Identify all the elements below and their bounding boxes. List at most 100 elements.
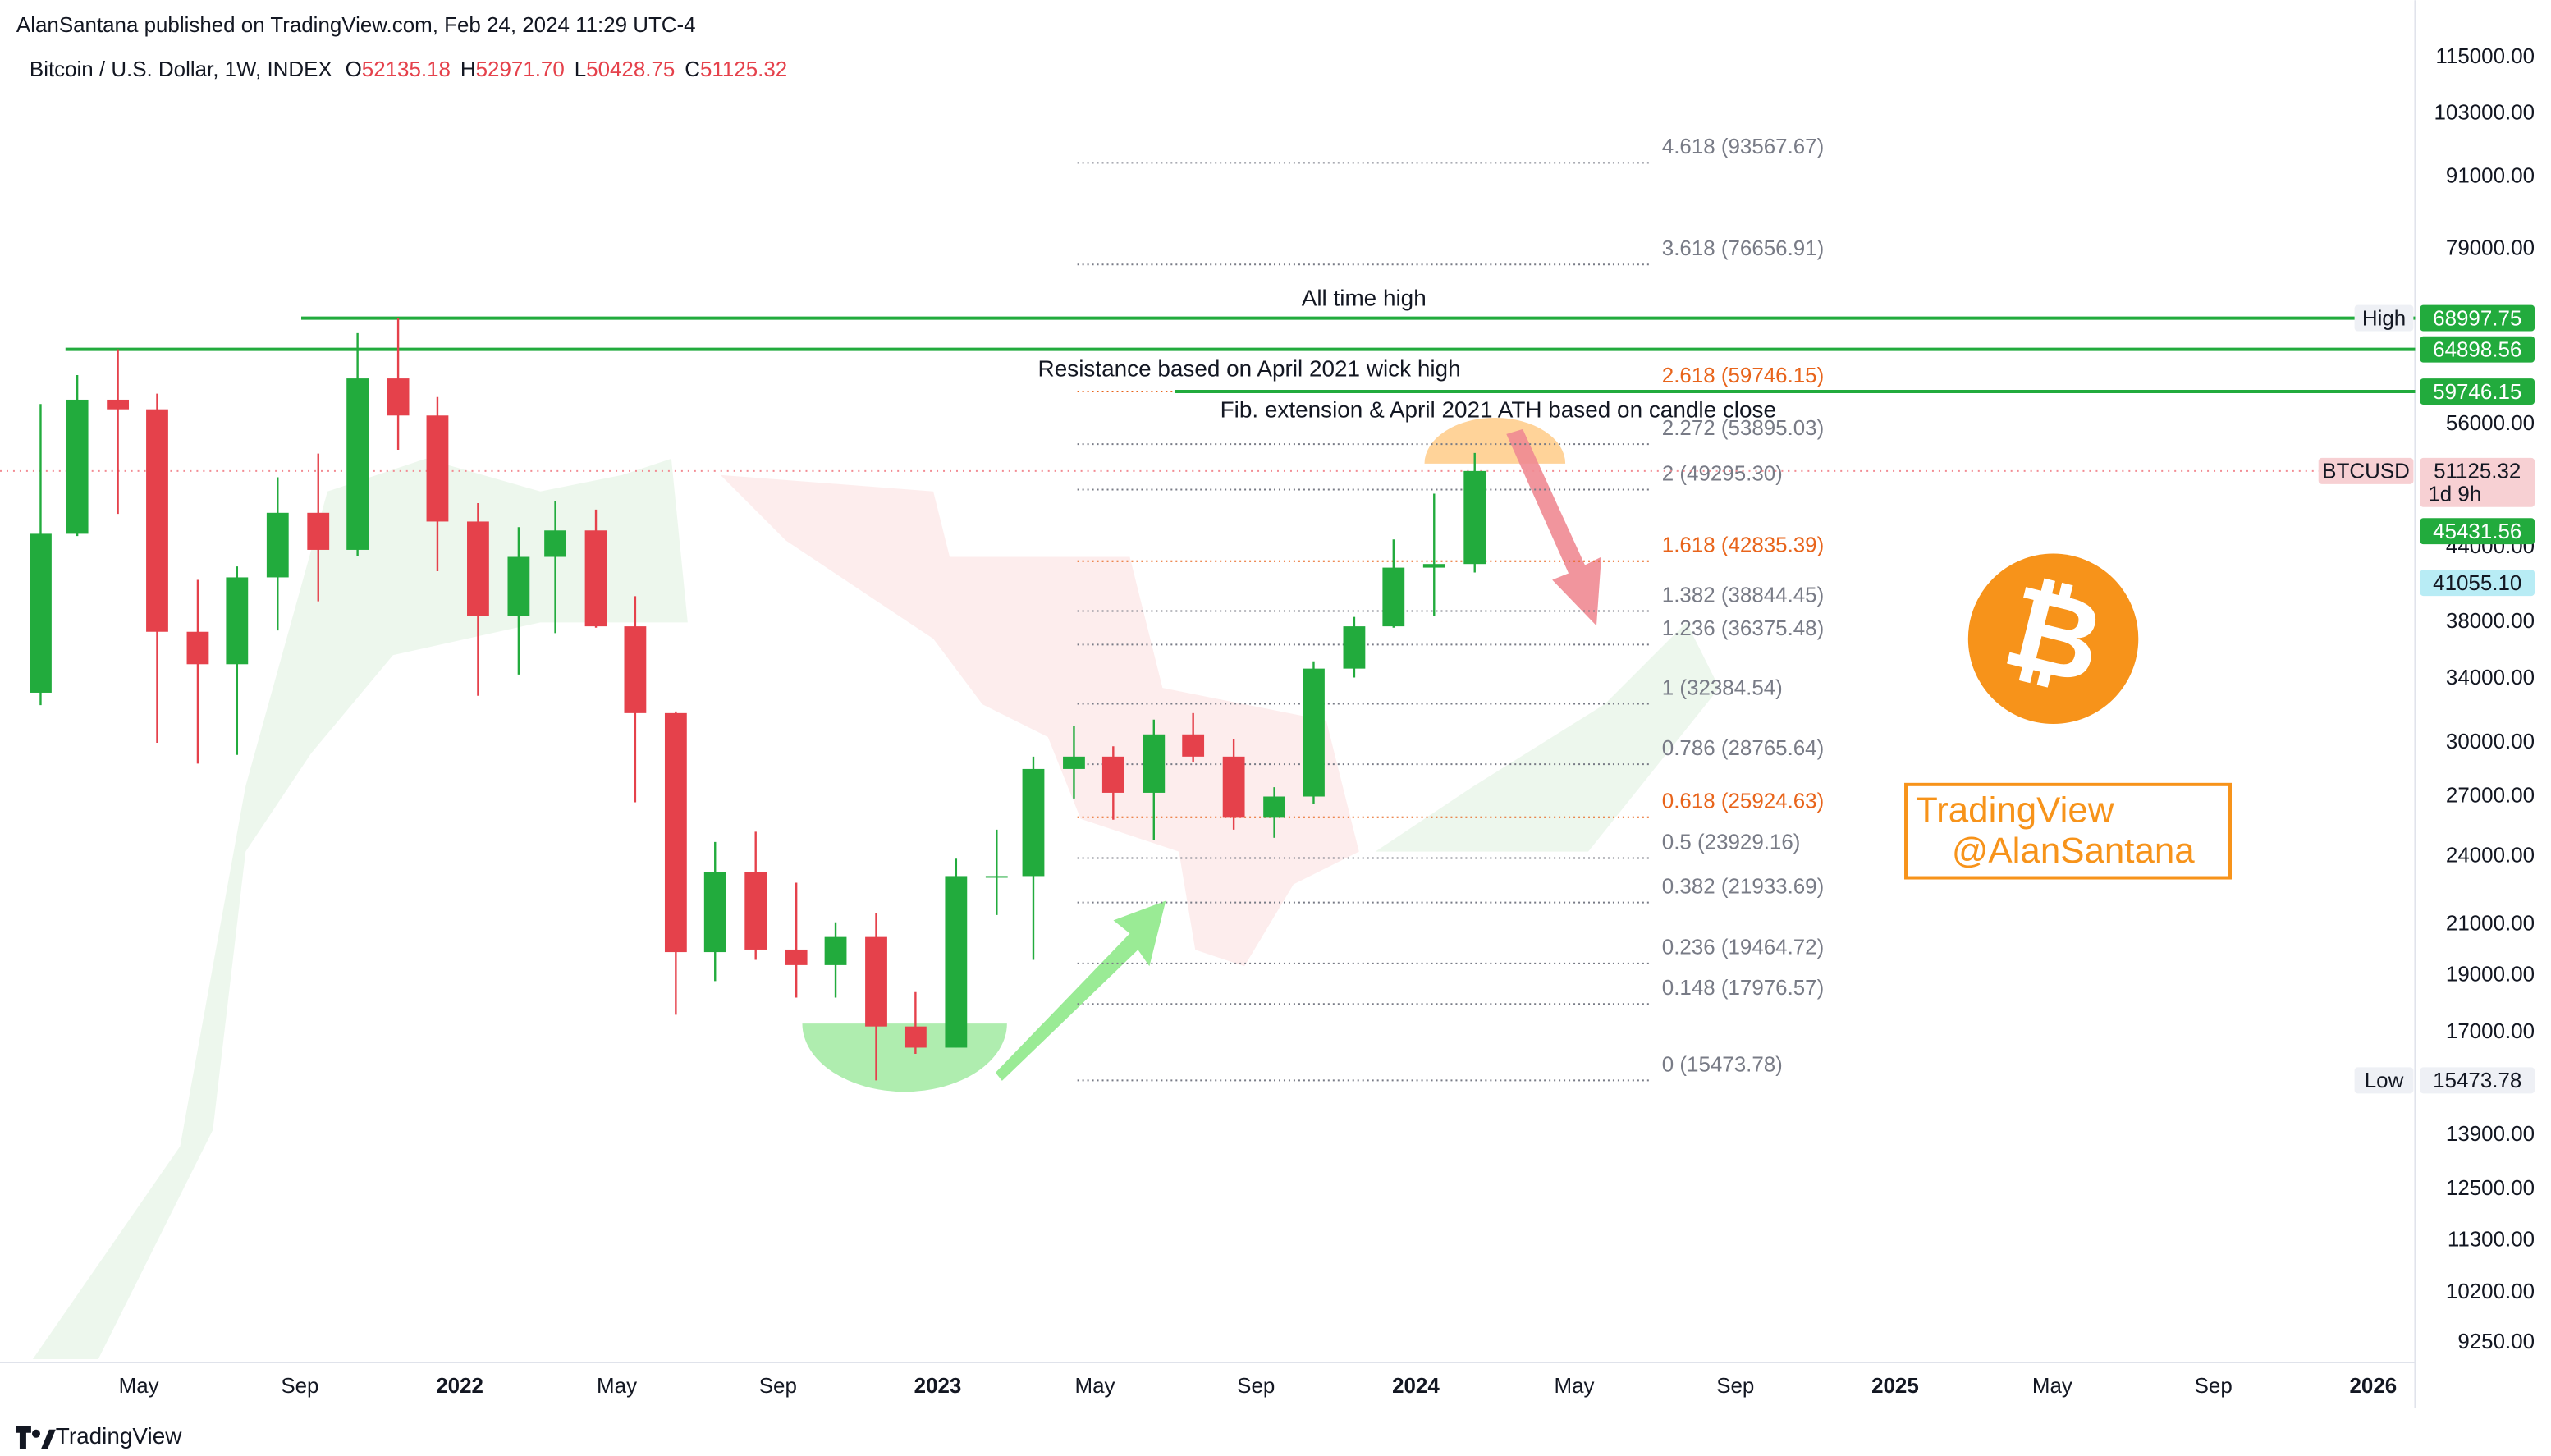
candle-body <box>346 378 369 550</box>
candle-body <box>1063 756 1085 769</box>
y-tick-label: 38000.00 <box>2446 610 2535 633</box>
y-tick-label: 91000.00 <box>2446 164 2535 187</box>
y-tick-label: 19000.00 <box>2446 964 2535 987</box>
candle-body <box>904 1026 927 1048</box>
x-tick-label: May <box>597 1375 637 1398</box>
footer-logo <box>16 1426 56 1449</box>
annotation: All time high <box>1302 286 1427 311</box>
candle-body <box>624 626 647 713</box>
y-tick-label: 10200.00 <box>2446 1280 2535 1303</box>
x-tick-label: Sep <box>2195 1375 2233 1398</box>
header: AlanSantana published on TradingView.com… <box>16 14 696 37</box>
symbol-line: Bitcoin / U.S. Dollar, 1W, INDEX O 52135.1… <box>30 58 787 81</box>
symbol: Bitcoin / U.S. Dollar, 1W, INDEX <box>30 58 332 81</box>
bitcoin-logo <box>1967 553 2139 725</box>
arrow-down <box>1506 428 1601 626</box>
fib-label: 1.382 (38844.45) <box>1662 584 1824 607</box>
candle-body <box>1101 756 1124 793</box>
y-tick-label: 103000.00 <box>2434 102 2535 125</box>
x-tick-label: 2023 <box>914 1375 962 1398</box>
footer: TradingView <box>56 1423 182 1449</box>
fib-label: 4.618 (93567.67) <box>1662 135 1824 158</box>
price-badge-label: 59746.15 <box>2433 381 2521 404</box>
candle-body <box>1303 668 1325 797</box>
candle-body <box>507 556 530 616</box>
candle-body <box>146 409 168 632</box>
y-tick-label: 30000.00 <box>2446 730 2535 753</box>
ohlc-letter: O <box>346 58 362 81</box>
candle-body <box>1382 567 1405 627</box>
y-tick-label: 27000.00 <box>2446 784 2535 807</box>
y-tick-label: 11300.00 <box>2448 1229 2535 1252</box>
fib-label: 2 (49295.30) <box>1662 462 1783 485</box>
y-tick-label: 13900.00 <box>2446 1123 2535 1146</box>
fib-label: 0.382 (21933.69) <box>1662 876 1824 899</box>
ohlc-letter: L <box>575 58 586 81</box>
candle-body <box>824 936 847 965</box>
candle-body <box>664 712 687 953</box>
price-badge-label: 51125.32 <box>2434 460 2521 483</box>
fib-label: 0.148 (17976.57) <box>1662 977 1824 1000</box>
dome <box>1424 417 1566 464</box>
fib-label: 0.236 (19464.72) <box>1662 936 1824 959</box>
x-tick-label: 2026 <box>2350 1375 2398 1398</box>
candle-body <box>1182 734 1205 757</box>
price-badge-label: 41055.10 <box>2433 572 2521 595</box>
price-badge <box>2420 518 2535 545</box>
price-badge <box>2420 304 2535 332</box>
price-badge <box>2420 570 2535 597</box>
x-tick-label: May <box>119 1375 159 1398</box>
tag-box <box>2354 304 2414 332</box>
candle-body <box>1222 756 1245 818</box>
y-tick-label: 17000.00 <box>2446 1020 2535 1043</box>
candle-body <box>426 415 449 522</box>
candle-body <box>30 533 52 693</box>
fib-label: 0 (15473.78) <box>1662 1053 1783 1076</box>
ohlc-letter: H <box>460 58 476 81</box>
price-badge <box>2420 336 2535 363</box>
price-badge-label: 15473.78 <box>2433 1069 2521 1092</box>
watermark: TradingView <box>1916 790 2114 830</box>
fib-label: 0.5 (23929.16) <box>1662 831 1801 854</box>
fib-label: 3.618 (76656.91) <box>1662 237 1824 260</box>
fib-label: 1.236 (36375.48) <box>1662 617 1824 640</box>
candle-body <box>785 949 808 965</box>
x-tick-label: May <box>1555 1375 1595 1398</box>
x-tick-label: 2022 <box>436 1375 483 1398</box>
candle-body <box>584 530 607 627</box>
candle-body <box>1022 768 1045 877</box>
candle-body <box>865 936 887 1027</box>
price-badge <box>2420 1067 2535 1094</box>
candle-body <box>266 512 289 578</box>
candle-body <box>985 876 1008 878</box>
candle-body <box>467 521 489 616</box>
fib-label: 2.618 (59746.15) <box>1662 364 1824 387</box>
cloud <box>32 458 688 1360</box>
candle-body <box>107 399 130 410</box>
annotation: Resistance based on April 2021 wick high <box>1038 355 1461 381</box>
tag-label: High <box>2362 307 2406 330</box>
price-badge-label: 68997.75 <box>2433 307 2521 330</box>
watermark-box <box>1904 782 2233 880</box>
ohlc-value: 52971.70 <box>476 58 565 81</box>
candle-body <box>186 631 209 665</box>
symbol-tag-label: BTCUSD <box>2322 460 2410 483</box>
fib-label: 1.618 (42835.39) <box>1662 534 1824 557</box>
y-tick-label: 79000.00 <box>2446 236 2535 259</box>
ohlc-letter: C <box>685 58 700 81</box>
candle-body <box>387 378 410 416</box>
x-tick-label: Sep <box>281 1375 318 1398</box>
y-tick-label: 34000.00 <box>2446 666 2535 689</box>
watermark: @AlanSantana <box>1952 831 2195 871</box>
price-badge <box>2420 457 2535 507</box>
fib-label: 0.618 (25924.63) <box>1662 790 1824 813</box>
price-badge-label: 45431.56 <box>2433 520 2521 543</box>
y-tick-label: 56000.00 <box>2446 412 2535 435</box>
candle-body <box>1463 470 1486 565</box>
candle-body <box>226 577 249 665</box>
ohlc-value: 51125.32 <box>700 58 787 81</box>
fib-label: 0.786 (28765.64) <box>1662 737 1824 760</box>
x-tick-label: May <box>2032 1375 2072 1398</box>
x-tick-label: Sep <box>1716 1375 1754 1398</box>
